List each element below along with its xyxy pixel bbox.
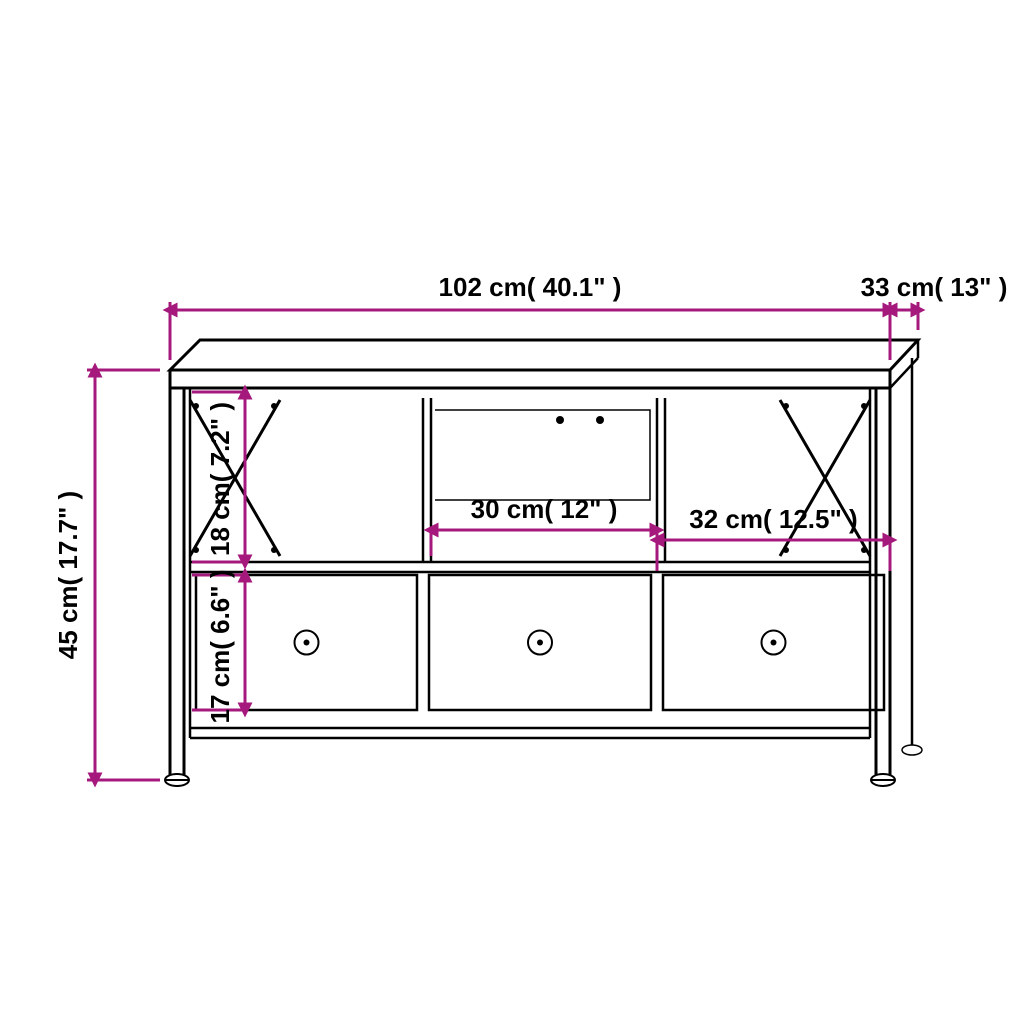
dimension-label: 18 cm( 7.2" ) [205, 402, 235, 556]
dimension-label: 102 cm( 40.1" ) [439, 272, 622, 302]
dimension-label: 45 cm( 17.7" ) [53, 491, 83, 659]
dimension-label: 32 cm( 12.5" ) [689, 504, 857, 534]
dimension-label: 17 cm( 6.6" ) [205, 570, 235, 724]
dimension-label: 33 cm( 13" ) [861, 272, 1008, 302]
dimension-label: 30 cm( 12" ) [471, 494, 618, 524]
furniture-drawing [165, 340, 922, 786]
